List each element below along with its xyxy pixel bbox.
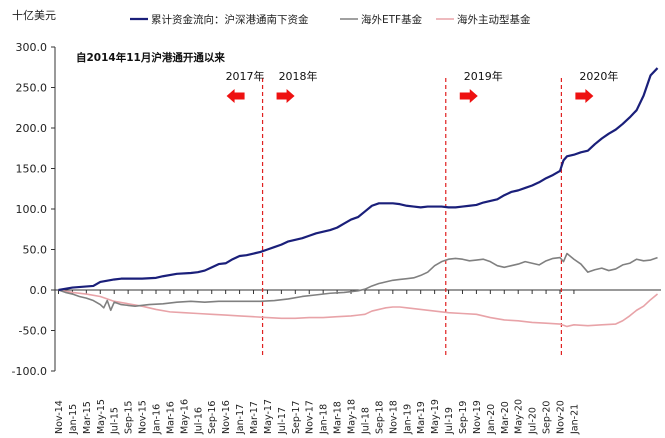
y-tick-label: 150.0: [16, 163, 48, 176]
x-tick-label: Mar-20: [500, 401, 511, 434]
y-axis: 300.0 250.0 200.0 150.0 100.0 50.0 0.0 -50.0 -10…: [12, 41, 56, 378]
x-tick-label: Nov-14: [54, 400, 65, 434]
x-tick-label: Nov-20: [556, 400, 567, 434]
x-tick-label: Sep-16: [207, 401, 218, 434]
period-year-label: 2020年: [579, 69, 618, 83]
legend-label-etf: 海外ETF基金: [361, 13, 423, 26]
period-year-label: 2017年: [226, 69, 265, 83]
x-axis: Nov-14 Jan-15 Mar-15 May-15 Jul-15 Sep-15 Nov-…: [54, 289, 661, 435]
y-tick-label: 0.0: [30, 284, 48, 297]
series-line-active: [58, 289, 659, 328]
left-arrow-icon: [226, 89, 245, 103]
y-tick-label: 50.0: [23, 244, 48, 257]
x-tick-label: Jan-16: [152, 404, 163, 435]
x-tick-label: Mar-19: [416, 401, 427, 434]
series-line-southbound: [58, 67, 659, 292]
x-tick-label: Nov-16: [221, 400, 232, 434]
y-tick-label: 200.0: [16, 122, 48, 135]
x-tick-label: Jan-19: [402, 404, 413, 435]
x-tick-label: Mar-18: [333, 401, 344, 434]
x-tick-label: Jul-16: [193, 407, 204, 435]
legend-label-active: 海外主动型基金: [457, 13, 531, 26]
x-tick-label: Jul-19: [444, 407, 455, 435]
right-arrow-icon: [459, 89, 478, 103]
period-year-label: 2018年: [279, 69, 318, 83]
x-tick-label: Jul-15: [110, 407, 121, 435]
x-tick-label: May-19: [430, 399, 441, 434]
x-tick-label: Nov-19: [472, 400, 483, 434]
y-tick-label: 300.0: [16, 41, 48, 54]
x-tick-label: Nov-18: [388, 400, 399, 434]
y-tick-label: -100.0: [12, 365, 47, 378]
y-tick-label: -50.0: [19, 325, 47, 338]
x-tick-label: Mar-15: [82, 401, 93, 434]
period-markers: 2017年 2018年 2019年 2020年: [226, 69, 618, 358]
series-line-etf: [58, 252, 658, 312]
x-tick-label: Mar-16: [165, 401, 176, 434]
x-tick-label: May-16: [179, 399, 190, 434]
x-tick-label: Sep-17: [291, 401, 302, 434]
x-tick-label: May-17: [263, 399, 274, 434]
x-tick-label: May-20: [514, 399, 525, 434]
x-tick-label: Jan-20: [486, 404, 497, 435]
x-tick-label: Jul-18: [360, 407, 371, 435]
x-tick-label: Jan-17: [235, 404, 246, 435]
chart-annotation: 自2014年11月沪港通开通以来: [76, 51, 225, 64]
x-tick-label: Jan-21: [569, 404, 580, 435]
right-arrow-icon: [575, 89, 594, 103]
series-group: [58, 67, 659, 328]
x-tick-label: Nov-15: [138, 400, 149, 434]
x-tick-label: Jul-20: [528, 407, 539, 435]
x-tick-label: May-15: [96, 399, 107, 434]
period-year-label: 2019年: [464, 69, 503, 83]
x-tick-label: Jan-18: [319, 404, 330, 435]
x-tick-label: Sep-20: [542, 401, 553, 434]
unit-label: 十亿美元: [12, 8, 56, 22]
x-tick-label: Sep-15: [124, 401, 135, 434]
x-tick-label: Jan-15: [68, 404, 79, 435]
y-tick-label: 100.0: [16, 203, 48, 216]
x-tick-label: Sep-18: [374, 401, 385, 434]
y-tick-label: 250.0: [16, 82, 48, 95]
legend-label-southbound: 累计资金流向：沪深港通南下资金: [151, 13, 309, 26]
x-tick-label: Sep-19: [458, 401, 469, 434]
x-tick-label: Nov-17: [305, 400, 316, 434]
x-tick-label: May-18: [347, 399, 358, 434]
x-tick-label: Jul-17: [277, 407, 288, 435]
right-arrow-icon: [276, 89, 295, 103]
legend: 累计资金流向：沪深港通南下资金 海外ETF基金 海外主动型基金: [130, 13, 531, 26]
x-tick-label: Mar-17: [249, 401, 260, 434]
